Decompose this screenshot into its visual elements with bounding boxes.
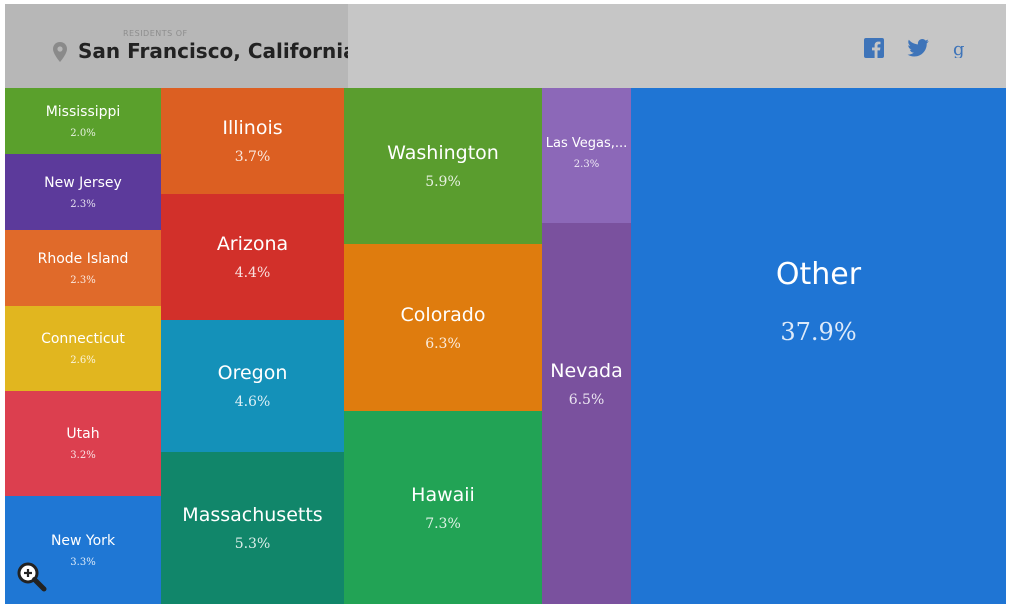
tile-label: Hawaii bbox=[411, 483, 475, 506]
tile-value: 7.3% bbox=[425, 515, 461, 532]
tile-label: Illinois bbox=[222, 117, 283, 139]
treemap-tile-massachusetts[interactable]: Massachusetts 5.3% bbox=[161, 452, 344, 604]
facebook-icon bbox=[864, 38, 884, 58]
treemap-tile-illinois[interactable]: Illinois 3.7% bbox=[161, 88, 344, 194]
tile-value: 5.3% bbox=[234, 536, 271, 552]
treemap-widget: RESIDENTS OF San Francisco, California g… bbox=[5, 4, 1006, 604]
tile-value: 6.5% bbox=[568, 391, 605, 408]
treemap-tile-nevada[interactable]: Nevada 6.5% bbox=[542, 223, 631, 604]
treemap-tile-new-york[interactable]: New York 3.3% bbox=[5, 496, 161, 604]
tile-label: Arizona bbox=[216, 233, 289, 255]
header-share-panel: g bbox=[348, 4, 1006, 88]
tile-value: 2.0% bbox=[70, 127, 96, 139]
tile-label: Oregon bbox=[217, 362, 288, 384]
treemap-tile-utah[interactable]: Utah 3.2% bbox=[5, 391, 161, 496]
tile-label: New York bbox=[50, 532, 116, 549]
tile-value: 2.3% bbox=[70, 198, 96, 210]
tile-value: 2.3% bbox=[70, 274, 96, 286]
tile-label: Colorado bbox=[400, 303, 486, 326]
tile-value: 4.6% bbox=[234, 394, 271, 410]
treemap-tile-oregon[interactable]: Oregon 4.6% bbox=[161, 320, 344, 452]
tile-value: 3.2% bbox=[70, 450, 96, 461]
tile-label: Utah bbox=[66, 426, 100, 442]
tile-label: Las Vegas,... bbox=[545, 136, 628, 151]
treemap-tile-hawaii[interactable]: Hawaii 7.3% bbox=[344, 411, 542, 604]
treemap-tile-connecticut[interactable]: Connecticut 2.6% bbox=[5, 306, 161, 391]
tile-label: Nevada bbox=[550, 359, 623, 382]
city-title: San Francisco, California bbox=[78, 39, 357, 63]
tile-label: Massachusetts bbox=[182, 504, 323, 526]
tile-value: 3.3% bbox=[70, 556, 96, 568]
treemap-tile-washington[interactable]: Washington 5.9% bbox=[344, 88, 542, 244]
tile-value: 4.4% bbox=[234, 265, 271, 281]
tile-value: 37.9% bbox=[780, 317, 857, 346]
tile-value: 3.7% bbox=[234, 149, 271, 165]
location-pin-icon bbox=[53, 42, 67, 62]
treemap-tile-rhode-island[interactable]: Rhode Island 2.3% bbox=[5, 230, 161, 306]
tile-label: Mississippi bbox=[45, 103, 121, 120]
google-plus-share-button[interactable]: g bbox=[948, 37, 970, 59]
google-plus-icon: g bbox=[953, 39, 965, 58]
treemap-tile-other[interactable]: Other 37.9% bbox=[631, 88, 1006, 604]
facebook-share-button[interactable] bbox=[863, 37, 885, 59]
twitter-icon bbox=[907, 39, 929, 57]
tile-label: Other bbox=[775, 256, 862, 292]
tile-label: New Jersey bbox=[44, 174, 122, 191]
treemap-tile-mississippi[interactable]: Mississippi 2.0% bbox=[5, 88, 161, 154]
residents-label: RESIDENTS OF bbox=[123, 29, 188, 38]
tile-label: Connecticut bbox=[41, 331, 125, 347]
treemap-tile-new-jersey[interactable]: New Jersey 2.3% bbox=[5, 154, 161, 230]
tile-label: Washington bbox=[387, 142, 499, 164]
treemap-chart: Mississippi 2.0% New Jersey 2.3% Rhode Islan… bbox=[5, 88, 1006, 604]
tile-label: Rhode Island bbox=[37, 250, 129, 267]
svg-text:g: g bbox=[953, 39, 965, 58]
header-location-panel: RESIDENTS OF San Francisco, California bbox=[5, 4, 357, 88]
tile-value: 2.6% bbox=[70, 355, 96, 366]
treemap-tile-colorado[interactable]: Colorado 6.3% bbox=[344, 244, 542, 411]
zoom-icon[interactable] bbox=[15, 560, 49, 594]
tile-value: 2.3% bbox=[573, 159, 600, 170]
twitter-share-button[interactable] bbox=[907, 37, 929, 59]
treemap-tile-las-vegas[interactable]: Las Vegas,... 2.3% bbox=[542, 88, 631, 223]
treemap-tile-arizona[interactable]: Arizona 4.4% bbox=[161, 194, 344, 320]
tile-value: 5.9% bbox=[425, 174, 461, 190]
tile-value: 6.3% bbox=[425, 335, 461, 352]
